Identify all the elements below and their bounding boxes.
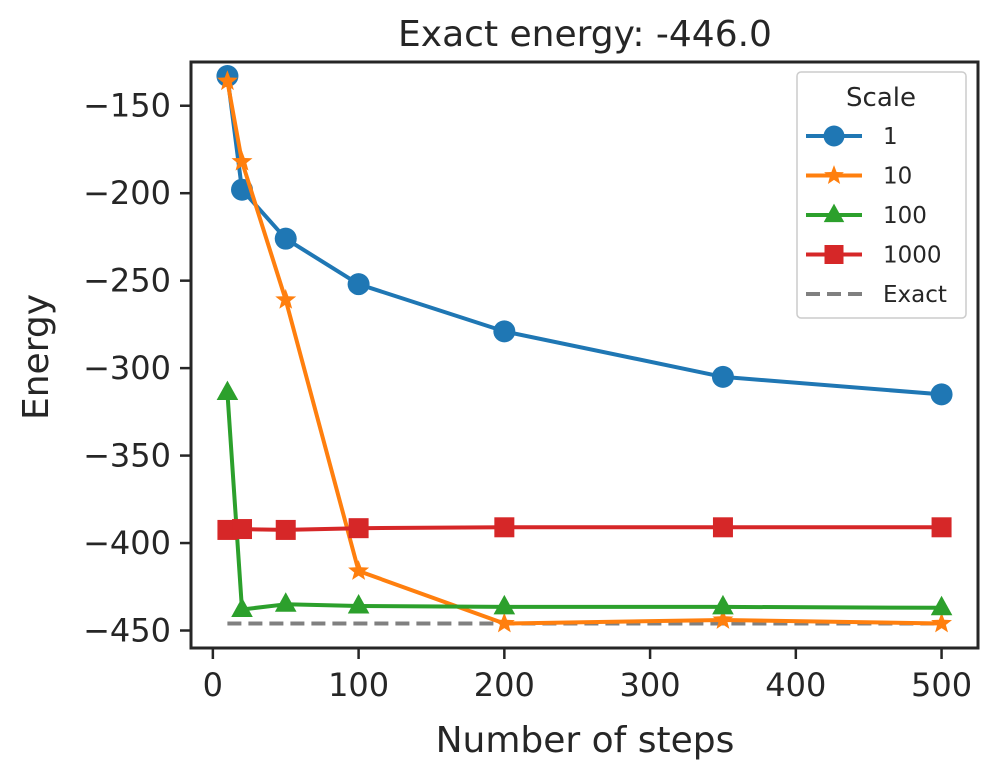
legend-item-10: 10 [806,164,912,190]
series-10 [217,70,952,633]
legend-marker [824,165,844,184]
x-tick-label: 500 [911,666,972,704]
data-point [217,70,238,91]
y-tick-label: −250 [83,262,171,300]
legend-item-exact: Exact [806,282,947,308]
data-point [494,517,515,538]
plot-frame [189,60,980,650]
x-tick-label: 0 [203,666,223,704]
x-tick-label: 200 [474,666,535,704]
data-point [348,560,370,580]
data-point [711,365,734,388]
data-point [930,595,953,616]
legend: Scale 1 10 100 1000 Exact [796,71,967,319]
data-point [231,597,253,617]
legend-marker [824,245,844,264]
y-tick-label: −200 [83,174,171,212]
data-point [275,288,297,309]
legend-label: 1000 [883,243,942,269]
data-point [493,594,516,615]
data-point [216,380,239,401]
data-point [348,518,369,539]
data-point [712,594,734,615]
data-point [493,612,515,633]
legend-label: 100 [883,203,927,229]
data-point [931,517,952,538]
legend-label: 1 [883,124,898,150]
series-1000 [217,517,952,540]
series-100 [216,380,953,617]
x-tick-label: 100 [328,666,389,704]
data-point [493,320,516,343]
y-tick-label: −150 [83,87,171,125]
data-point [930,383,953,406]
x-tick-label: 400 [765,666,826,704]
legend-marker [823,125,845,147]
y-tick-label: −450 [83,612,171,650]
data-point [274,227,297,250]
x-axis-label: Number of steps [436,720,735,761]
x-tick-label: 300 [620,666,681,704]
data-point [274,592,297,612]
axes-ticks: 0 100 200 300 400 500 −150 −200 −250 −300 −350 −400… [83,87,972,704]
legend-item-1: 1 [806,124,898,150]
data-point [231,150,253,171]
legend-title: Scale [846,83,916,113]
y-tick-label: −350 [83,437,171,475]
legend-label: 10 [883,164,912,190]
data-point [347,273,370,296]
data-point [347,594,370,614]
legend-item-100: 100 [806,203,927,229]
data-point [232,519,253,540]
legend-marker [823,203,845,223]
legend-item-1000: 1000 [806,243,942,269]
data-point [275,519,296,540]
legend-label: Exact [883,282,947,308]
y-tick-label: −300 [83,349,171,387]
data-point [712,609,734,629]
y-axis-label: Energy [16,294,57,420]
series-1 [216,64,953,406]
data-point [931,612,952,633]
data-point [712,517,733,538]
y-tick-label: −400 [83,524,171,562]
chart-title: Exact energy: -446.0 [398,14,772,55]
plot-area [216,64,953,633]
